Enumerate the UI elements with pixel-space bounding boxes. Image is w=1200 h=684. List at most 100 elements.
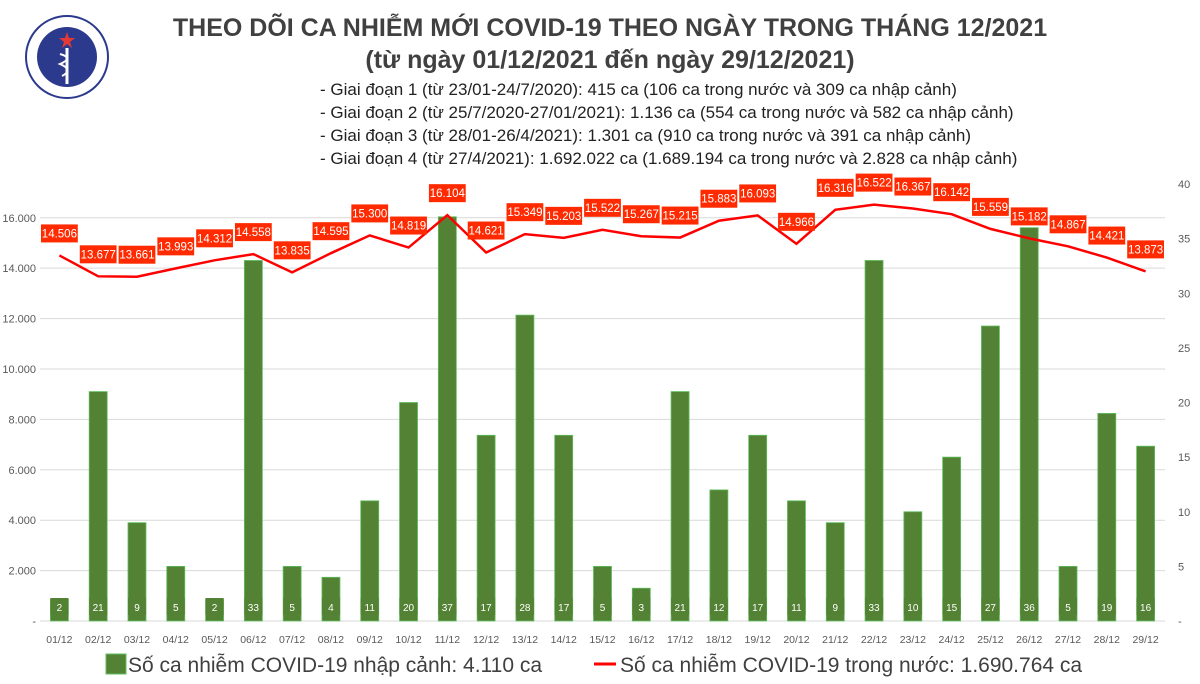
line-label-box bbox=[545, 206, 583, 225]
line-value-label: 16.093 bbox=[740, 188, 775, 200]
line-label-box bbox=[273, 241, 311, 260]
bar-06/12 bbox=[243, 260, 263, 622]
bar-08/12 bbox=[321, 576, 341, 622]
line-value-label: 13.661 bbox=[119, 250, 154, 262]
line-value-label: 16.522 bbox=[856, 178, 891, 190]
bar-label-box bbox=[1136, 598, 1155, 615]
line-value-label: 14.312 bbox=[197, 233, 232, 245]
stage-notes: - Giai đoạn 1 (từ 23/01-24/7/2020): 415 … bbox=[320, 78, 1017, 170]
line-value-label: 15.349 bbox=[507, 207, 542, 219]
bar-04/12 bbox=[166, 565, 186, 622]
bar-24/12 bbox=[942, 456, 962, 622]
bar-value-label: 28 bbox=[519, 603, 531, 614]
right-tick-label: 30 bbox=[1178, 288, 1190, 300]
right-tick-label: 25 bbox=[1178, 343, 1190, 355]
bar-value-label: 9 bbox=[832, 603, 838, 614]
bar-value-label: 19 bbox=[1101, 603, 1113, 614]
bar-label-box bbox=[748, 598, 767, 615]
bar-label-box bbox=[127, 598, 146, 615]
x-tick-label: 29/12 bbox=[1132, 634, 1158, 646]
legend-bar-label: Số ca nhiễm COVID-19 nhập cảnh: 4.110 ca bbox=[128, 654, 542, 677]
bar-label-box bbox=[1020, 598, 1039, 615]
left-tick-label: 4.000 bbox=[8, 515, 36, 527]
bar-07/12 bbox=[282, 565, 302, 622]
line-label-box bbox=[351, 204, 389, 223]
bar-value-label: 36 bbox=[1024, 603, 1036, 614]
line-value-label: 15.883 bbox=[701, 194, 736, 206]
left-tick-label: 16.000 bbox=[2, 213, 36, 225]
bar-14/12 bbox=[554, 434, 574, 622]
bar-17/12 bbox=[670, 391, 690, 622]
x-tick-label: 03/12 bbox=[124, 634, 150, 646]
line-label-box bbox=[390, 216, 427, 235]
bar-26/12 bbox=[1019, 227, 1039, 622]
line-label-box bbox=[506, 203, 544, 222]
line-value-label: 15.559 bbox=[973, 202, 1008, 214]
right-tick-label: - bbox=[1178, 616, 1182, 628]
x-tick-label: 23/12 bbox=[900, 634, 926, 646]
bar-value-label: 20 bbox=[403, 603, 415, 614]
bar-value-label: 3 bbox=[639, 603, 645, 614]
bar-label-box bbox=[205, 598, 224, 615]
line-label-box bbox=[933, 183, 971, 202]
line-label-box bbox=[1010, 207, 1048, 226]
bar-label-box bbox=[903, 598, 922, 615]
line-label-box bbox=[1049, 215, 1087, 234]
x-tick-label: 18/12 bbox=[706, 634, 732, 646]
line-label-box bbox=[894, 177, 932, 196]
line-value-label: 13.835 bbox=[275, 245, 310, 257]
bar-label-box bbox=[632, 598, 651, 615]
x-tick-label: 05/12 bbox=[201, 634, 227, 646]
left-tick-label: - bbox=[32, 616, 36, 628]
bar-13/12 bbox=[515, 314, 535, 622]
line-value-label: 15.182 bbox=[1012, 211, 1047, 223]
bar-12/12 bbox=[476, 434, 496, 622]
left-tick-label: 10.000 bbox=[2, 364, 36, 376]
bar-label-box bbox=[166, 598, 185, 615]
x-tick-label: 11/12 bbox=[435, 634, 461, 646]
note-stage-2: - Giai đoạn 2 (từ 25/7/2020-27/01/2021):… bbox=[320, 103, 1014, 122]
line-label-box bbox=[196, 229, 233, 248]
line-value-label: 15.522 bbox=[585, 203, 620, 215]
bar-02/12 bbox=[88, 391, 108, 622]
bar-label-box bbox=[321, 598, 340, 615]
left-tick-label: 12.000 bbox=[2, 314, 36, 326]
line-label-box bbox=[622, 205, 660, 224]
x-tick-label: 20/12 bbox=[783, 634, 809, 646]
x-tick-label: 25/12 bbox=[977, 634, 1003, 646]
bar-label-box bbox=[515, 598, 534, 615]
bar-label-box bbox=[477, 598, 496, 615]
bar-label-box bbox=[942, 598, 961, 615]
bar-value-label: 5 bbox=[600, 603, 606, 614]
x-tick-label: 17/12 bbox=[667, 634, 693, 646]
x-tick-label: 02/12 bbox=[85, 634, 111, 646]
line-value-label: 15.203 bbox=[546, 211, 581, 223]
x-tick-label: 08/12 bbox=[318, 634, 344, 646]
chart-title: THEO DÕI CA NHIỄM MỚI COVID-19 THEO NGÀY… bbox=[172, 14, 1048, 42]
line-value-label: 16.142 bbox=[934, 187, 969, 199]
x-tick-label: 07/12 bbox=[279, 634, 305, 646]
legend-bar-swatch bbox=[105, 653, 127, 675]
bar-value-label: 17 bbox=[558, 603, 570, 614]
line-label-box bbox=[157, 237, 195, 256]
line-label-box bbox=[778, 212, 815, 231]
bar-value-label: 17 bbox=[752, 603, 764, 614]
bar-label-box bbox=[593, 598, 612, 615]
x-tick-label: 21/12 bbox=[822, 634, 848, 646]
line-label-box bbox=[428, 184, 466, 203]
line-value-label: 14.595 bbox=[313, 226, 348, 238]
line-value-label: 15.215 bbox=[662, 211, 697, 223]
legend-line-label: Số ca nhiễm COVID-19 trong nước: 1.690.7… bbox=[620, 654, 1082, 677]
bar-16/12 bbox=[631, 587, 651, 622]
line-value-label: 14.966 bbox=[779, 217, 814, 229]
bar-value-label: 11 bbox=[791, 603, 802, 614]
bar-label-box bbox=[671, 598, 690, 615]
x-tick-label: 28/12 bbox=[1094, 634, 1120, 646]
line-value-label: 13.873 bbox=[1128, 244, 1163, 256]
line-value-label: 14.558 bbox=[236, 227, 271, 239]
x-tick-label: 15/12 bbox=[589, 634, 615, 646]
line-label-box bbox=[118, 245, 156, 264]
bar-label-box bbox=[438, 598, 457, 615]
x-tick-label: 01/12 bbox=[46, 634, 72, 646]
bar-label-box bbox=[399, 598, 418, 615]
